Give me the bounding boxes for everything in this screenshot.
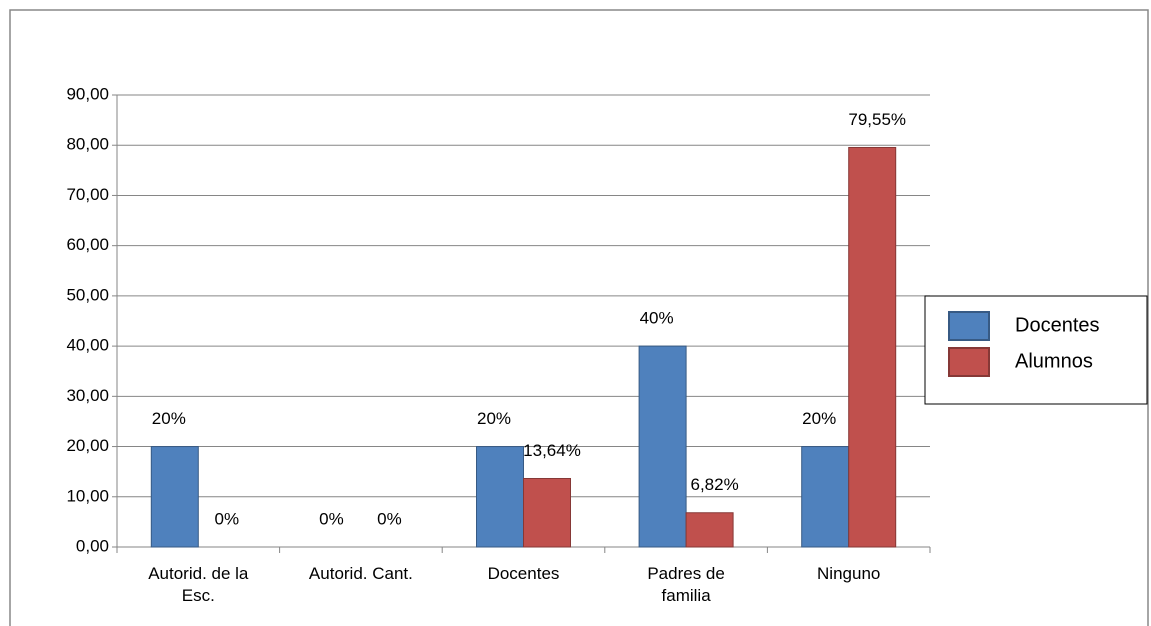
data-label: 20% bbox=[477, 409, 511, 428]
chart-border bbox=[9, 9, 1149, 626]
y-tick-label: 50,00 bbox=[66, 285, 109, 304]
data-label: 79,55% bbox=[848, 110, 906, 129]
bar bbox=[801, 446, 850, 548]
bar bbox=[476, 446, 524, 548]
y-tick-label: 20,00 bbox=[66, 436, 109, 455]
y-tick-label: 80,00 bbox=[66, 135, 109, 154]
legend-swatch bbox=[948, 311, 990, 341]
bar bbox=[150, 446, 199, 548]
legend-label: Alumnos bbox=[1015, 350, 1093, 372]
data-label: 0% bbox=[319, 509, 344, 528]
y-tick-label: 40,00 bbox=[66, 336, 109, 355]
x-tick-label: Ninguno bbox=[817, 564, 880, 583]
data-label: 13,64% bbox=[523, 441, 581, 460]
data-label: 20% bbox=[152, 409, 186, 428]
y-tick-label: 30,00 bbox=[66, 386, 109, 405]
y-tick-label: 0,00 bbox=[76, 536, 109, 555]
bar bbox=[848, 146, 897, 548]
legend-label: Docentes bbox=[1015, 314, 1100, 336]
x-tick-label: Docentes bbox=[488, 564, 560, 583]
data-label: 0% bbox=[377, 509, 402, 528]
x-tick-label: Autorid. Cant. bbox=[309, 564, 413, 583]
y-tick-label: 60,00 bbox=[66, 235, 109, 254]
bar bbox=[523, 477, 571, 548]
legend-swatch bbox=[948, 347, 990, 377]
data-label: 40% bbox=[640, 309, 674, 328]
y-tick-label: 10,00 bbox=[66, 486, 109, 505]
data-label: 6,82% bbox=[690, 475, 738, 494]
data-label: 0% bbox=[215, 509, 240, 528]
bar bbox=[685, 512, 734, 548]
x-tick-label: Autorid. de la Esc. bbox=[148, 564, 249, 605]
y-tick-label: 90,00 bbox=[66, 84, 109, 103]
x-tick-label: Padres de familia bbox=[647, 564, 725, 605]
y-tick-label: 70,00 bbox=[66, 185, 109, 204]
data-label: 20% bbox=[802, 409, 836, 428]
bar bbox=[638, 345, 687, 548]
